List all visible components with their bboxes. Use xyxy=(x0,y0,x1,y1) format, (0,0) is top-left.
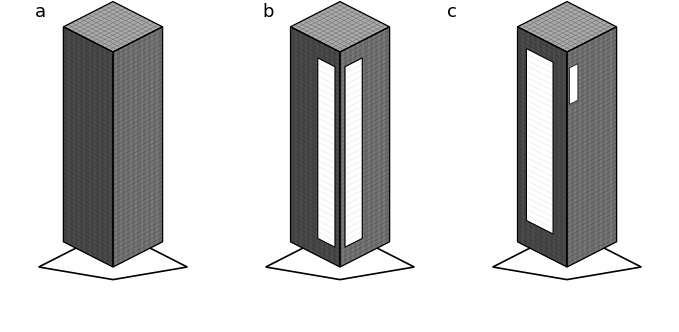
Text: b: b xyxy=(262,3,274,21)
Polygon shape xyxy=(64,27,113,267)
Polygon shape xyxy=(526,48,553,234)
Polygon shape xyxy=(517,2,617,52)
Polygon shape xyxy=(291,27,340,267)
Polygon shape xyxy=(493,229,641,280)
Polygon shape xyxy=(39,229,187,280)
Polygon shape xyxy=(570,64,578,105)
Polygon shape xyxy=(291,2,390,52)
Text: a: a xyxy=(35,3,46,21)
Polygon shape xyxy=(113,27,162,267)
Polygon shape xyxy=(318,58,335,247)
Polygon shape xyxy=(567,27,617,267)
Polygon shape xyxy=(265,229,414,280)
Polygon shape xyxy=(64,2,162,52)
Polygon shape xyxy=(517,27,567,267)
Polygon shape xyxy=(340,27,390,267)
Text: c: c xyxy=(447,3,457,21)
Polygon shape xyxy=(345,58,363,247)
